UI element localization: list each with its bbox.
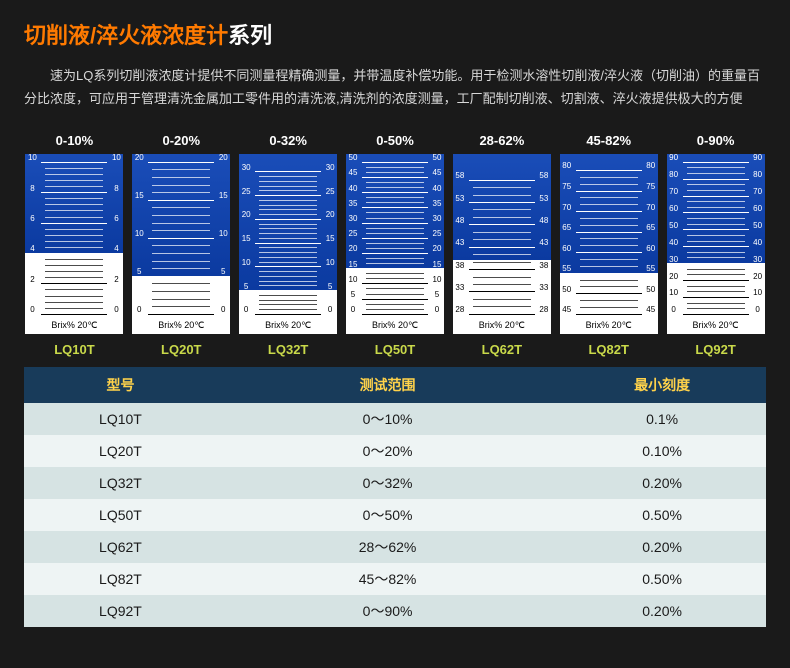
cell-grad: 0.20% [558,595,766,627]
scale-card: 2828333338384343484853535858Brix% 20℃ [453,154,551,334]
scale-column: 0-32% 005510101515202025253030Brix% 20℃ LQ… [238,133,339,357]
header-range: 测试范围 [217,367,558,403]
cell-grad: 0.20% [558,467,766,499]
brix-label: Brix% 20℃ [453,320,551,331]
description-text: 速为LQ系列切削液浓度计提供不同测量程精确测量，并带温度补偿功能。用于检测水溶性… [24,64,766,111]
scale-card: 00101020203030404050506060707080809090Br… [667,154,765,334]
title-orange: 切削液/淬火液浓度计 [24,23,228,48]
brix-label: Brix% 20℃ [667,320,765,331]
cell-model: LQ62T [24,531,217,563]
scale-column: 0-90% 00101020203030404050506060707080809… [665,133,766,357]
cell-model: LQ50T [24,499,217,531]
scale-column: 45-82% 45455050555560606565707075758080Br… [558,133,659,357]
scale-card: 0055101015152020Brix% 20℃ [132,154,230,334]
model-label: LQ10T [54,342,94,357]
cell-model: LQ10T [24,403,217,435]
brix-label: Brix% 20℃ [560,320,658,331]
table-row: LQ10T0～10%0.1% [24,403,766,435]
range-label: 28-62% [479,133,524,148]
range-label: 0-20% [163,133,201,148]
page-title: 切削液/淬火液浓度计系列 [24,18,766,50]
table-row: LQ50T0～50%0.50% [24,499,766,531]
range-label: 0-50% [376,133,414,148]
table-row: LQ62T28～62%0.20% [24,531,766,563]
scale-card: 45455050555560606565707075758080Brix% 20… [560,154,658,334]
brix-label: Brix% 20℃ [25,320,123,331]
header-grad: 最小刻度 [558,367,766,403]
table-header-row: 型号 测试范围 最小刻度 [24,367,766,403]
scale-column: 0-10% 00224466881010Brix% 20℃ LQ10T [24,133,125,357]
brix-label: Brix% 20℃ [132,320,230,331]
scale-card: 0055101015152020252530303535404045455050… [346,154,444,334]
scale-column: 0-20% 0055101015152020Brix% 20℃ LQ20T [131,133,232,357]
header-model: 型号 [24,367,217,403]
table-row: LQ92T0～90%0.20% [24,595,766,627]
cell-grad: 0.50% [558,499,766,531]
model-label: LQ82T [588,342,628,357]
spec-table: 型号 测试范围 最小刻度 LQ10T0～10%0.1%LQ20T0～20%0.1… [24,367,766,627]
model-label: LQ20T [161,342,201,357]
cell-grad: 0.1% [558,403,766,435]
cell-model: LQ82T [24,563,217,595]
table-row: LQ82T45～82%0.50% [24,563,766,595]
range-label: 0-32% [269,133,307,148]
table-row: LQ20T0～20%0.10% [24,435,766,467]
cell-range: 45～82% [217,563,558,595]
cell-grad: 0.50% [558,563,766,595]
range-label: 0-10% [56,133,94,148]
scale-card: 005510101515202025253030Brix% 20℃ [239,154,337,334]
title-white: 系列 [228,23,272,48]
cell-range: 0～90% [217,595,558,627]
cell-range: 0～20% [217,435,558,467]
model-label: LQ32T [268,342,308,357]
cell-grad: 0.20% [558,531,766,563]
cell-range: 0～10% [217,403,558,435]
brix-label: Brix% 20℃ [346,320,444,331]
scale-column: 28-62% 2828333338384343484853535858Brix% … [451,133,552,357]
cell-grad: 0.10% [558,435,766,467]
table-row: LQ32T0～32%0.20% [24,467,766,499]
model-label: LQ50T [375,342,415,357]
cell-model: LQ32T [24,467,217,499]
scales-row: 0-10% 00224466881010Brix% 20℃ LQ10T 0-20% 00… [24,133,766,357]
scale-card: 00224466881010Brix% 20℃ [25,154,123,334]
cell-model: LQ92T [24,595,217,627]
cell-range: 0～50% [217,499,558,531]
range-label: 0-90% [697,133,735,148]
cell-range: 0～32% [217,467,558,499]
cell-model: LQ20T [24,435,217,467]
model-label: LQ62T [482,342,522,357]
scale-column: 0-50% 00551010151520202525303035354040454… [345,133,446,357]
cell-range: 28～62% [217,531,558,563]
model-label: LQ92T [695,342,735,357]
range-label: 45-82% [586,133,631,148]
brix-label: Brix% 20℃ [239,320,337,331]
